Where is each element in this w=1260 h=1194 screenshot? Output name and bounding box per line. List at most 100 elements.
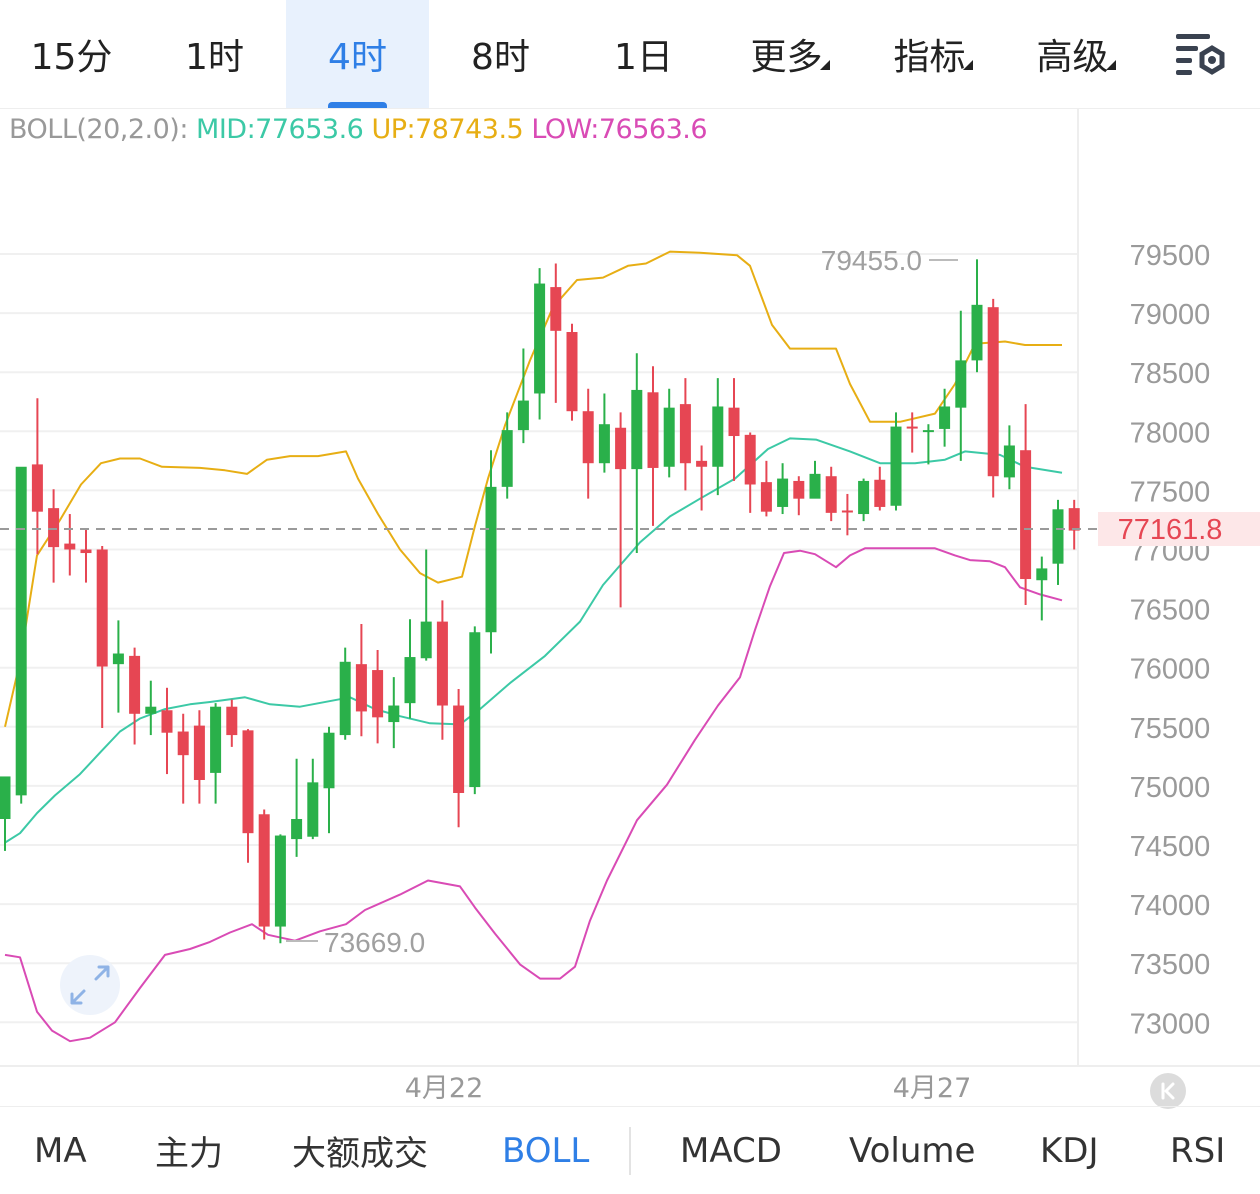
candle [858,478,870,522]
candle-body [971,304,983,361]
candle-body [31,464,43,512]
candle [582,388,594,499]
candle [436,600,448,740]
candle-body [15,466,27,796]
candle [1020,404,1032,606]
indicator-tab-label: RSI [1170,1130,1226,1171]
candle-body [890,426,902,506]
candle [177,713,189,804]
candle-body [809,473,821,499]
candle-body [226,706,238,736]
candle-body [1068,508,1080,531]
dropdown-corner-icon [820,60,830,70]
high-marker-label: 79455.0 [821,245,922,276]
candle [355,623,367,737]
scroll-to-latest-icon [1161,1082,1175,1100]
candle [339,647,351,740]
boll-legend-name: BOLL(20,2.0): [9,114,188,145]
tab-label: 15分 [30,37,113,78]
candle-body [679,404,691,464]
candle [679,378,691,491]
candle-body [436,621,448,706]
candle-body [291,818,303,840]
candle [696,445,708,511]
candle-body [274,835,286,927]
fullscreen-button[interactable] [60,955,120,1015]
candle [534,268,546,420]
tab-label: 8时 [471,37,530,78]
candle-body [161,710,173,733]
candle [404,619,416,719]
candle-body [517,400,529,431]
candle-body [777,478,789,507]
candle-body [1052,509,1064,564]
tab-4h[interactable]: 4时 [286,0,429,108]
candlestick-chart[interactable]: 79455.0 73669.0 79500 79000 78500 78000 7750… [0,108,1260,1106]
indicator-tab-kdj[interactable]: KDJ [1040,1107,1099,1194]
candle-body [906,426,918,429]
boll-legend-mid: MID:77653.6 [196,114,364,145]
tab-label: 1日 [614,37,673,78]
indicator-tab-boll[interactable]: BOLL [502,1107,589,1194]
candle-body [145,706,157,714]
candle [323,726,335,834]
price-tick-label: 78000 [1130,417,1211,449]
candle-body [631,389,643,470]
candle [64,514,76,576]
tab-1d[interactable]: 1日 [572,0,715,108]
tab-1h[interactable]: 1时 [143,0,286,108]
candle [372,649,384,744]
indicator-tab-volume[interactable]: Volume [849,1107,975,1194]
candle-body [615,427,627,470]
candle [258,809,270,940]
candle-body [80,549,92,554]
candle [420,549,432,661]
price-tick-label: 73000 [1130,1008,1211,1040]
chart-settings-button[interactable] [1166,24,1230,84]
indicator-tab-rsi[interactable]: RSI [1170,1107,1225,1194]
candle-body [404,657,416,704]
dropdown-corner-icon [963,60,973,70]
indicator-tab-bar: MA 主力 大额成交 BOLL MACD Volume KDJ RSI [0,1106,1260,1194]
candle [728,378,740,481]
candle-body [129,655,141,714]
tab-8h[interactable]: 8时 [429,0,572,108]
candle [31,398,43,555]
scroll-to-latest-button[interactable] [1150,1073,1186,1109]
indicator-tab-large-trades[interactable]: 大额成交 [292,1107,428,1194]
price-tick-label: 77500 [1130,476,1211,508]
boll-legend-low: LOW:76563.6 [531,114,708,145]
tab-15min[interactable]: 15分 [0,0,143,108]
candle [1003,425,1015,490]
tab-indicators-dropdown[interactable]: 指标 [858,0,1001,108]
boll-bands [4,250,1063,1043]
candle [517,348,529,444]
candle [453,688,465,828]
extreme-markers: 79455.0 73669.0 [286,245,958,958]
indicator-tab-macd[interactable]: MACD [680,1107,782,1194]
indicator-tab-ma[interactable]: MA [34,1107,87,1194]
candle [712,378,724,496]
tab-more-dropdown[interactable]: 更多 [715,0,858,108]
candle-body [307,782,319,837]
tab-advanced-dropdown[interactable]: 高级 [1001,0,1144,108]
price-tick-label: 73500 [1130,949,1211,981]
candle-body [1020,450,1032,580]
candle [129,647,141,745]
candle [890,412,902,511]
candle [825,466,837,522]
candle [1052,499,1064,585]
boll-lower-band [4,547,1063,1043]
chart-grid [0,253,1078,1024]
candle-body [760,482,772,512]
candle-body [339,661,351,736]
price-tick-label: 76000 [1130,654,1211,686]
candle-body [388,705,400,723]
candle-body [939,406,951,429]
candle-body [534,283,546,394]
candle-body [663,407,675,467]
price-tick-label: 79500 [1130,240,1211,272]
current-price-label: 77161.8 [1118,514,1223,546]
indicator-tab-main-force[interactable]: 主力 [155,1107,223,1194]
candle-body [550,287,562,331]
